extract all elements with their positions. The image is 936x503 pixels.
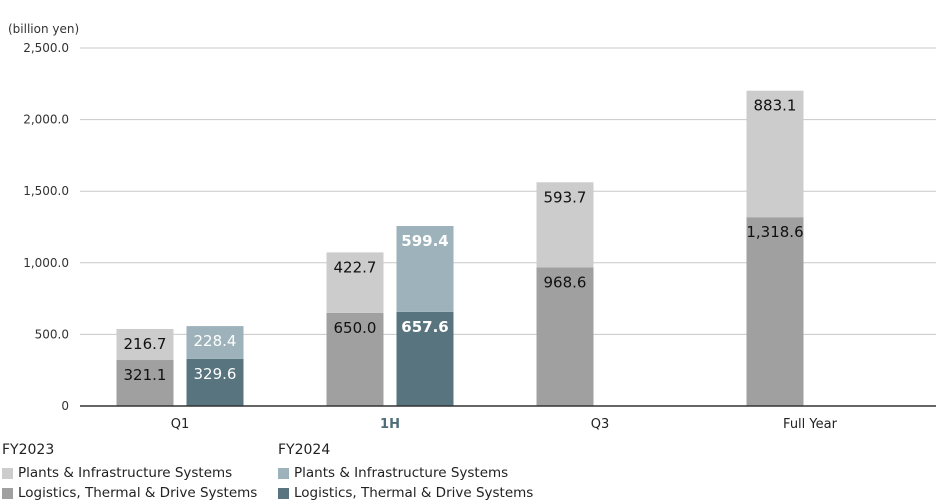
legend-item-label: Logistics, Thermal & Drive Systems	[18, 485, 258, 501]
y-tick-label: 0	[61, 399, 69, 413]
bar-segment	[116, 360, 174, 406]
legend-item: Plants & Infrastructure Systems	[2, 463, 257, 483]
bar-value-label: 1,318.6	[746, 223, 803, 241]
bar-segment	[396, 225, 454, 312]
bar-value-label: 599.4	[401, 232, 448, 250]
x-tick-label: Q1	[171, 417, 190, 432]
legend-swatch	[2, 487, 13, 499]
bar-value-label: 228.4	[194, 332, 237, 350]
bar-segment	[326, 252, 384, 313]
legend-swatch	[2, 467, 13, 479]
bar-segment	[396, 311, 454, 406]
bar-segment	[186, 326, 244, 359]
bar-value-label: 657.6	[401, 318, 448, 336]
legend-fy2024: FY2024 Plants & Infrastructure Systems L…	[278, 442, 533, 503]
bar-value-label: 422.7	[334, 258, 377, 276]
legend-item-label: Plants & Infrastructure Systems	[18, 465, 233, 481]
x-tick-label: 1H	[380, 417, 400, 432]
bar-value-label: 321.1	[124, 366, 167, 384]
y-tick-label: 500.0	[35, 327, 69, 341]
bar-value-label: 650.0	[334, 319, 377, 337]
legend-swatch	[278, 467, 289, 479]
bar-value-label: 329.6	[194, 365, 237, 383]
y-tick-label: 1,000.0	[23, 256, 69, 270]
legend-fy2023: FY2023 Plants & Infrastructure Systems L…	[2, 442, 257, 503]
legend-item: Plants & Infrastructure Systems	[278, 463, 533, 483]
bar-segment	[536, 182, 594, 268]
bars: 321.1 216.7 329.6 228.4 650.0 422.7 657.6 599.4…	[80, 90, 936, 407]
legend-item: Logistics, Thermal & Drive Systems	[278, 483, 533, 503]
legend-fy2023-title: FY2023	[2, 442, 55, 458]
legend-swatch	[278, 487, 289, 499]
bar-value-label: 593.7	[544, 188, 587, 206]
unit-label: (billion yen)	[8, 22, 79, 36]
bar-segment	[746, 90, 804, 218]
gridlines	[80, 47, 936, 335]
y-tick-label: 2,500.0	[23, 41, 69, 55]
legend-item-label: Plants & Infrastructure Systems	[294, 465, 509, 481]
legend-item-label: Logistics, Thermal & Drive Systems	[294, 485, 534, 501]
bar-segment	[186, 358, 244, 406]
x-axis-ticks: Q1 1H Q3 Full Year	[171, 417, 838, 432]
bar-segment	[116, 328, 174, 361]
y-axis-ticks: 2,500.0 2,000.0 1,500.0 1,000.0 500.0 0	[23, 41, 69, 413]
y-tick-label: 2,000.0	[23, 113, 69, 127]
bar-segment	[746, 217, 804, 406]
bar-value-label: 883.1	[754, 97, 797, 115]
bar-value-label: 968.6	[544, 273, 587, 291]
legend-item: Logistics, Thermal & Drive Systems	[2, 483, 257, 503]
y-tick-label: 1,500.0	[23, 184, 69, 198]
legend-fy2024-title: FY2024	[278, 442, 331, 458]
x-tick-label: Full Year	[783, 417, 838, 432]
bar-segment	[536, 267, 594, 406]
bar-segment	[326, 312, 384, 406]
bar-value-label: 216.7	[124, 335, 167, 353]
x-tick-label: Q3	[591, 417, 610, 432]
